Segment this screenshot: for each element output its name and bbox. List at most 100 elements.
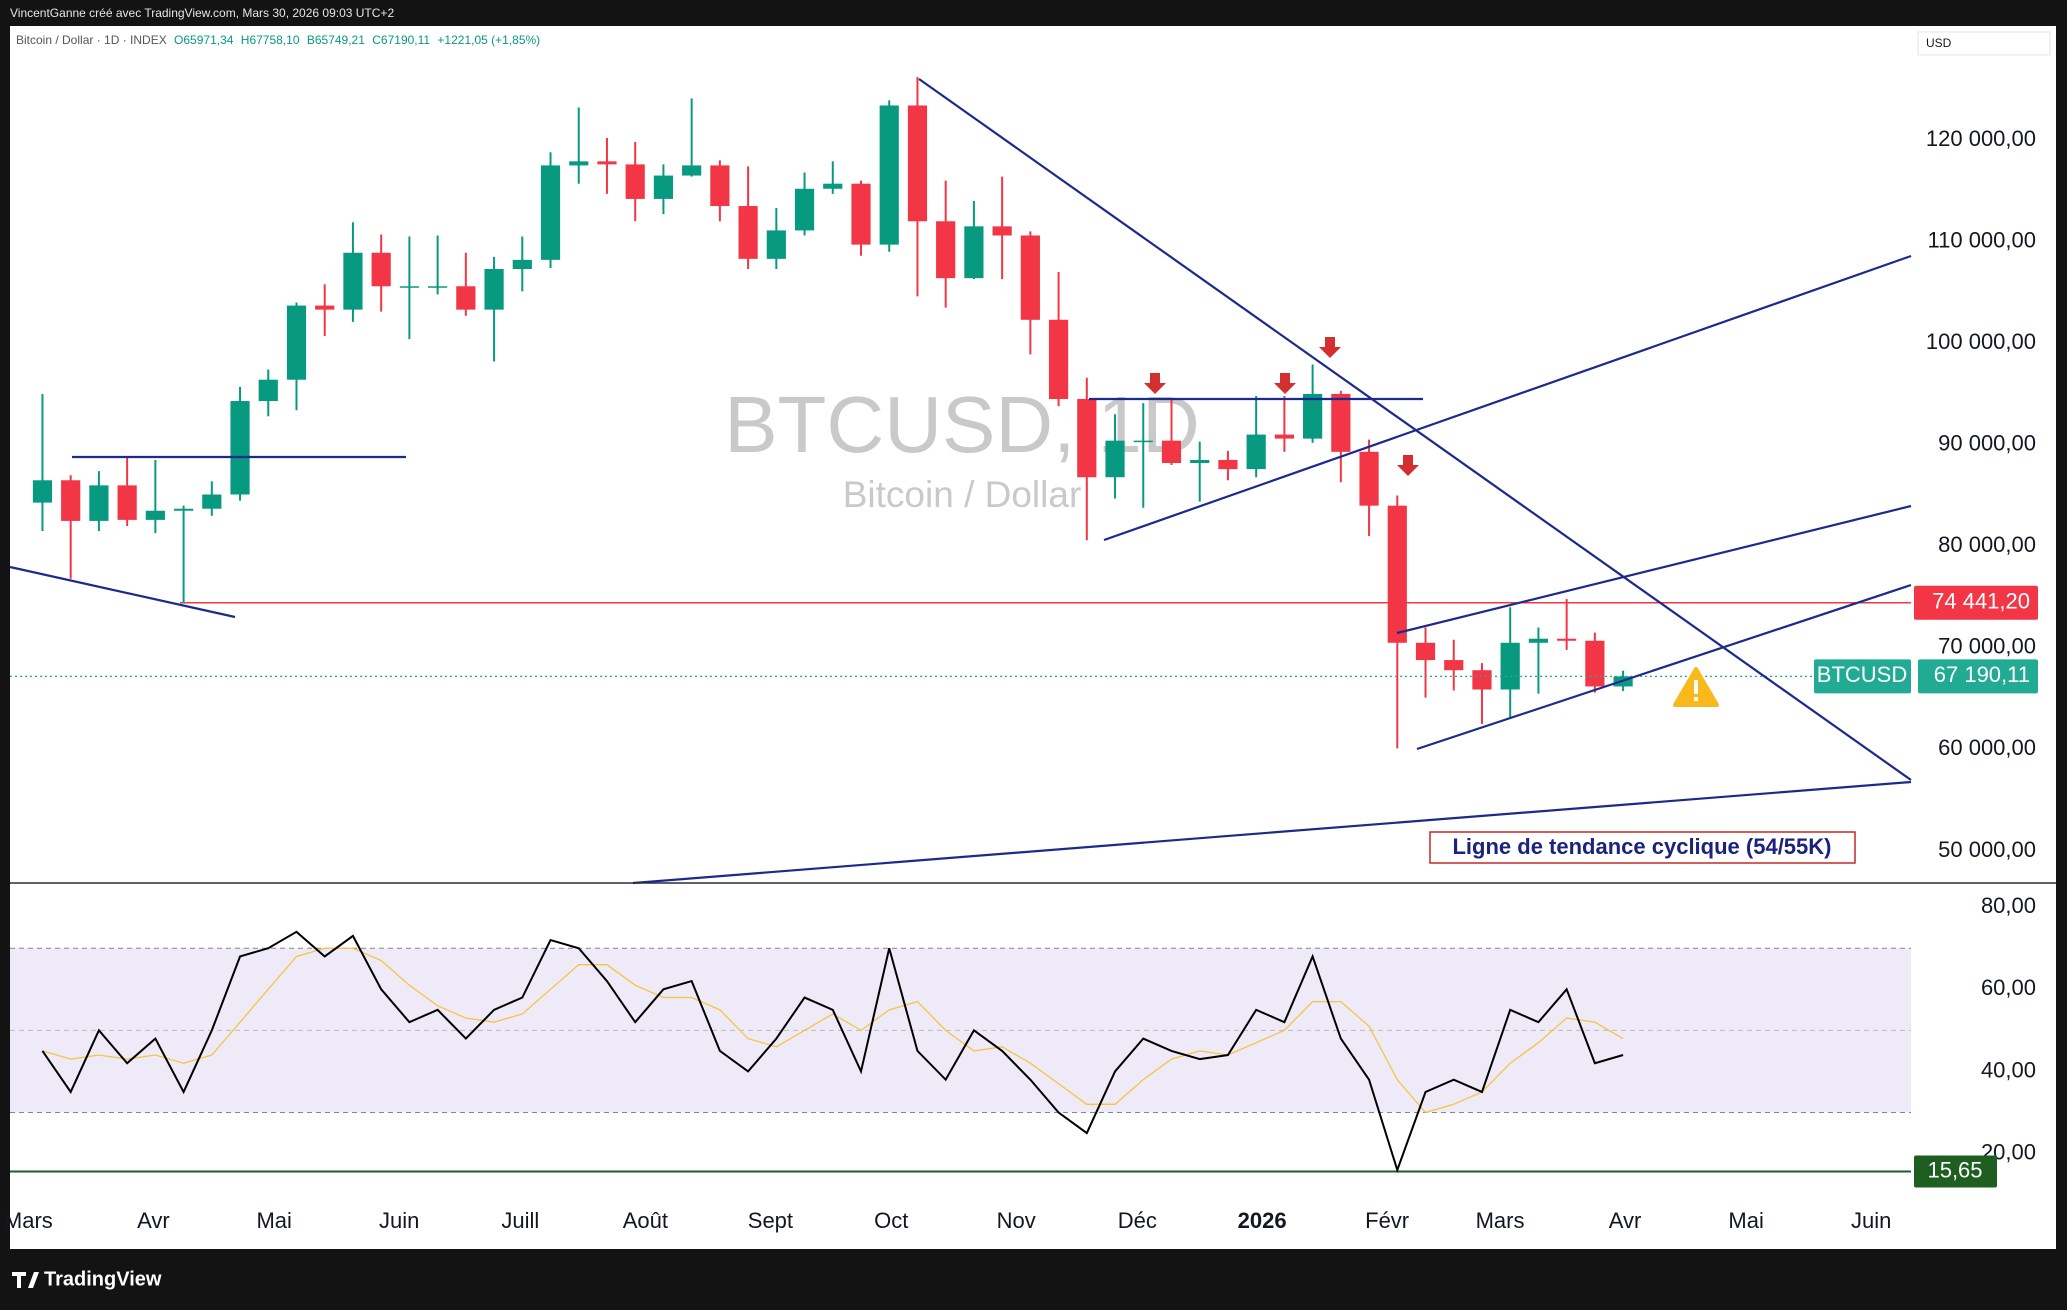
candle-body [766,230,786,259]
candle-body [653,175,674,199]
candle-body [258,379,278,402]
candle-body [1444,660,1464,671]
candle-body [1585,640,1605,687]
candle-body [428,286,448,288]
candle-body [1331,393,1351,452]
x-tick-label: Mai [1728,1208,1763,1233]
x-tick-label: Mars [4,1208,53,1233]
high: H67758,10 [241,33,300,47]
footer-brand: TradingView [44,1268,162,1290]
trend-line[interactable] [1396,504,1912,635]
x-tick-label: Juin [1851,1208,1891,1233]
trend-line[interactable] [1103,254,1912,542]
arrow [1274,373,1296,394]
candle-body [738,206,758,259]
x-tick-label: Avr [1609,1208,1642,1233]
candle-body [145,510,165,520]
candle-body [1161,440,1182,464]
x-tick-label: Avr [137,1208,170,1233]
candle-body [1105,440,1125,478]
candle-body [851,183,871,245]
footer-bar [0,1249,2067,1310]
candle-body [1528,638,1549,643]
candle-body [992,226,1012,236]
candle-body [286,305,307,380]
candle-body [484,269,504,310]
trend-line[interactable] [9,565,236,619]
trend-line[interactable] [632,780,1912,885]
x-tick-label: Févr [1365,1208,1409,1233]
currency-box[interactable] [1917,31,2051,56]
y-tick-label: 120 000,00 [1926,126,2036,151]
candle-body [879,105,899,245]
candle-body [710,165,730,207]
x-tick-label: Juill [501,1208,539,1233]
x-tick-label: Mars [1476,1208,1525,1233]
y-tick-label: 60 000,00 [1938,735,2036,760]
arrow [1144,373,1166,394]
candle-body [823,183,843,189]
candle-body [964,226,984,279]
annotation-box [1429,831,1856,864]
x-tick-label: Nov [997,1208,1036,1233]
logo [12,1272,39,1288]
candle-body [1415,642,1436,661]
candle-body [61,480,81,521]
candle-body [202,494,222,509]
x-tick-label: Oct [874,1208,908,1233]
candle-body [682,165,702,176]
candle-body [907,105,928,222]
symbol-label-box [1814,659,1911,694]
candle-body [315,305,335,310]
watermark-description: Bitcoin / Dollar [843,474,1082,515]
low: B65749,21 [307,33,365,47]
watermark-symbol: BTCUSD, 1D [724,380,1200,469]
candle-body [173,508,194,511]
candle-body [597,161,617,165]
candle-body [117,485,137,520]
candle-body [1387,505,1407,643]
candle-body [1246,434,1266,470]
open: O65971,34 [174,33,234,47]
y-tick-label: 70 000,00 [1938,634,2036,659]
level-label-box [1914,1155,1997,1188]
arrow [1397,455,1419,476]
candle-body [794,188,815,231]
trend-line[interactable] [1416,583,1912,751]
symbol-label: BTCUSD [1817,662,1907,687]
candle-body [1303,393,1323,439]
last-price-label: 67 190,11 [1934,662,2030,687]
price-pane [10,77,1911,749]
candle-body [456,286,476,310]
trend-lines [9,78,1912,885]
candle-body [625,164,645,199]
y-tick-label: 80 000,00 [1938,532,2036,557]
candle-body [1500,642,1520,690]
candle-body [1190,459,1210,464]
candle-body [1359,451,1379,506]
price-label: 74 441,20 [1932,589,2030,614]
y-tick-label: 100 000,00 [1926,329,2036,354]
change: +1221,05 (+1,85%) [437,33,540,47]
arrows [1144,337,1419,476]
arrow [1319,337,1341,358]
rsi-line [41,930,1624,1174]
y-tick-label: 40,00 [1981,1057,2036,1082]
candle-body [343,252,363,310]
level-label: 15,65 [1927,1157,1982,1182]
y-tick-label: 50 000,00 [1938,837,2036,862]
x-tick-label: 2026 [1238,1208,1287,1233]
price-label-box [1914,585,2038,620]
candle-body [512,259,532,270]
candle-body [1133,440,1153,443]
y-tick-label: 90 000,00 [1938,431,2036,456]
candle-body [1472,670,1492,690]
x-tick-label: Sept [748,1208,793,1233]
close: C67190,11 [372,33,430,47]
candle-body [936,221,956,279]
candle-body [540,165,561,260]
candle-body [1077,399,1097,478]
rsi-pane [10,930,1911,1174]
candle-body [1020,235,1040,320]
